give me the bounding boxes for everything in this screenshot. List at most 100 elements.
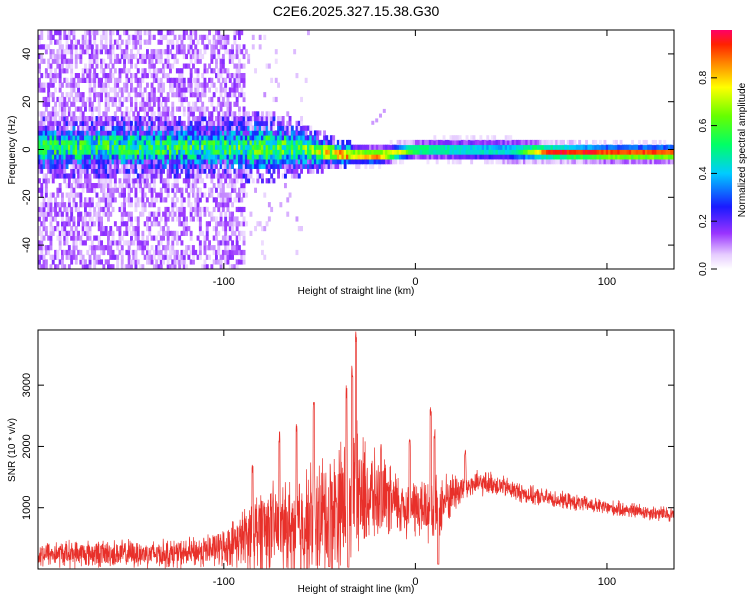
spectrogram-cell xyxy=(332,163,336,169)
spectrogram-cell xyxy=(93,73,97,79)
spectrogram-cell xyxy=(139,92,142,98)
spectrogram-cell xyxy=(279,130,283,136)
spectrogram-cell xyxy=(258,135,262,141)
spectrogram-cell xyxy=(484,154,487,160)
spectrogram-cell xyxy=(84,144,87,150)
spectrogram-cell xyxy=(148,135,152,141)
spectrogram-cell xyxy=(84,168,87,174)
spectrogram-cell xyxy=(97,116,101,122)
spectrogram-cell xyxy=(81,168,85,174)
spectrogram-cell xyxy=(493,149,497,155)
spectrogram-cell xyxy=(566,139,570,146)
spectrogram-cell xyxy=(295,168,299,174)
spectrogram-cell xyxy=(125,106,129,112)
spectrogram-cell xyxy=(375,144,379,150)
spectrogram-cell xyxy=(302,130,306,136)
spectrogram-cell xyxy=(224,226,228,232)
spectrogram-cell xyxy=(366,144,370,150)
spectrogram-cell xyxy=(178,139,182,146)
spectrogram-cell xyxy=(58,202,62,208)
spectrogram-cell xyxy=(58,44,62,50)
spectrogram-cell xyxy=(295,154,299,160)
spectrogram-cell xyxy=(281,116,285,122)
spectrogram-cell xyxy=(164,125,168,131)
spectrogram-cell xyxy=(56,226,60,232)
spectrogram-cell xyxy=(231,135,234,141)
spectrogram-cell xyxy=(111,101,115,107)
spectrogram-cell xyxy=(182,168,186,174)
spectrogram-cell xyxy=(79,211,83,217)
spectrogram-cell xyxy=(49,49,53,55)
spectrogram-cell xyxy=(162,178,165,184)
spectrogram-cell xyxy=(240,254,244,260)
spectrogram-cell xyxy=(295,216,299,222)
spectrogram-cell xyxy=(70,192,74,198)
spectrogram-cell xyxy=(582,149,586,155)
spectrogram-cell xyxy=(49,39,53,45)
spectrogram-cell xyxy=(97,221,101,227)
spectrogram-cell xyxy=(182,82,186,88)
spectrogram-cell xyxy=(215,87,218,93)
spectrogram-cell xyxy=(42,159,46,165)
spectrogram-cell xyxy=(293,139,297,146)
spectrogram-cell xyxy=(159,163,163,169)
spectrogram-cell xyxy=(86,235,90,241)
spectrogram-cell xyxy=(164,154,168,160)
spectrogram-cell xyxy=(127,183,131,189)
spectrogram-cell xyxy=(187,192,191,198)
spectrogram-cell xyxy=(366,159,370,165)
spectrogram-cell xyxy=(226,192,230,198)
spectrogram-cell xyxy=(74,226,78,232)
spectrogram-cell xyxy=(564,159,568,165)
spectrogram-cell xyxy=(215,259,218,265)
spectrogram-cell xyxy=(58,87,62,93)
spectrogram-cell xyxy=(311,163,315,169)
spectrogram-cell xyxy=(589,159,593,165)
spectrogram-cell xyxy=(143,168,147,174)
spectrogram-cell xyxy=(242,230,246,236)
spectrogram-cell xyxy=(290,139,294,146)
spectrogram-cell xyxy=(525,139,529,146)
spectrogram-cell xyxy=(86,202,90,208)
spectrogram-cell xyxy=(143,240,147,246)
spectrogram-cell xyxy=(235,245,239,251)
spectrogram-cell xyxy=(286,149,290,155)
spectrogram-cell xyxy=(617,149,621,155)
spectrogram-cell xyxy=(84,240,87,246)
spectrogram-cell xyxy=(242,111,246,117)
spectrogram-cell xyxy=(162,68,165,74)
spectrogram-cell xyxy=(51,163,55,169)
spectrogram-cell xyxy=(150,87,154,93)
spectrogram-cell xyxy=(141,130,145,136)
spectrogram-cell xyxy=(150,116,154,122)
spectrogram-cell xyxy=(279,135,283,141)
spectrogram-cell xyxy=(100,87,103,93)
spectrogram-cell xyxy=(49,116,53,122)
spectrogram-cell xyxy=(504,159,508,165)
spectrogram-cell xyxy=(51,77,55,83)
spectrogram-cell xyxy=(277,168,280,174)
spectrogram-cell xyxy=(95,125,99,131)
spectrogram-cell xyxy=(217,139,221,146)
spectrogram-cell xyxy=(198,53,202,60)
spectrogram-cell xyxy=(70,30,74,36)
spectrogram-cell xyxy=(175,154,179,160)
spectrogram-cell xyxy=(208,187,211,193)
spectrogram-cell xyxy=(221,168,225,174)
spectrogram-cell xyxy=(63,230,67,236)
spectrogram-cell xyxy=(672,144,674,150)
spectrogram-cell xyxy=(116,106,120,112)
spectrogram-cell xyxy=(178,73,182,79)
spectrogram-cell xyxy=(244,135,248,141)
spectrogram-cell xyxy=(242,116,246,122)
spectrogram-cell xyxy=(617,159,621,165)
spectrogram-cell xyxy=(84,116,87,122)
spectrogram-cell xyxy=(56,187,60,193)
spectrogram-cell xyxy=(362,154,365,160)
spectrogram-cell xyxy=(100,249,103,256)
spectrogram-cell xyxy=(339,144,342,150)
spectrogram-cell xyxy=(442,139,446,146)
spectrogram-cell xyxy=(373,144,377,150)
spectrogram-cell xyxy=(54,135,57,141)
spectrogram-cell xyxy=(44,144,48,150)
